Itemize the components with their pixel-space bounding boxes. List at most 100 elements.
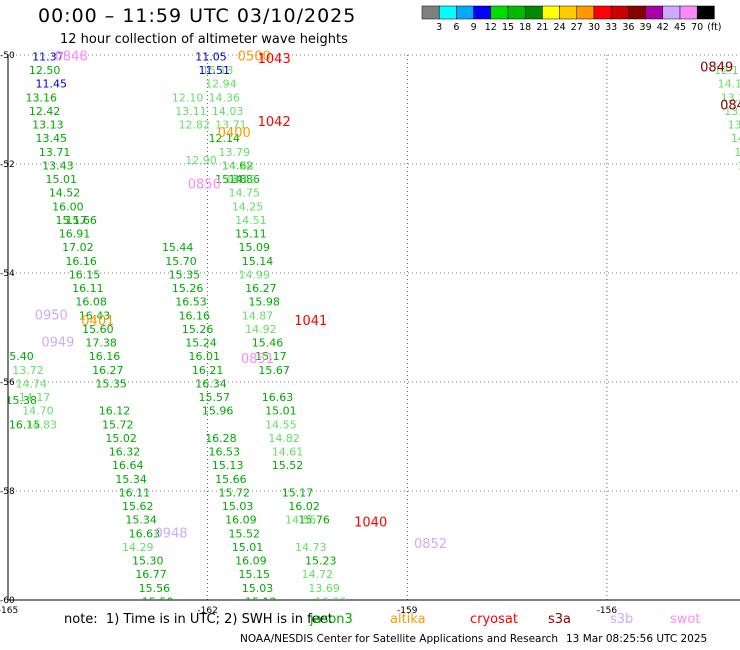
scale-swatch	[456, 5, 474, 20]
scale-swatch	[559, 5, 578, 20]
wave-height-label: 14.51	[235, 214, 267, 227]
wave-height-label: 15.26	[172, 282, 204, 295]
pass-time-marker: 0949	[41, 336, 74, 351]
wave-height-label: 16.16	[179, 309, 211, 322]
x-tick-label: -162	[197, 606, 217, 616]
legend-altika: altika	[390, 612, 426, 627]
wave-height-label: 12.42	[29, 105, 61, 118]
wave-height-label: 14.73	[295, 541, 327, 554]
wave-height-label: 15.35	[169, 268, 201, 281]
wave-height-label: 17.02	[62, 241, 94, 254]
scale-swatch	[524, 5, 543, 20]
wave-height-label: 14.87	[242, 309, 274, 322]
y-tick-label: -60	[0, 596, 15, 606]
wave-height-label: 14.25	[232, 200, 264, 213]
scale-tick-label: 24	[554, 22, 566, 33]
wave-height-label: 15.66	[65, 214, 97, 227]
wave-height-label: 14.72	[302, 568, 334, 581]
wave-height-label: 16.09	[235, 555, 267, 568]
wave-height-label: 15.17	[282, 486, 314, 499]
wave-height-label: 16.32	[109, 446, 141, 459]
wave-height-label: 15.34	[115, 473, 147, 486]
legend-s3b: s3b	[610, 612, 634, 627]
wave-height-label: 15.30	[132, 555, 164, 568]
wave-height-label: 15.01	[232, 541, 264, 554]
wave-height-label: 15.17	[255, 350, 287, 363]
scale-tick-label: 30	[588, 22, 600, 33]
wave-height-label: 16.63	[129, 527, 161, 540]
wave-height-label: 14.86	[228, 173, 260, 186]
scale-tick-label: 9	[471, 22, 477, 33]
pass-time-marker: 0848	[720, 99, 740, 114]
axis-ticks: -165-162-159-156-153-150-50-52-54-56-58-…	[0, 51, 617, 616]
wave-height-label: 15.40	[2, 350, 34, 363]
wave-height-label: 15.13	[202, 64, 234, 77]
scale-tick-label: 18	[519, 22, 531, 33]
wave-height-label: 14.70	[22, 405, 54, 418]
footer-note: note: 1) Time is in UTC; 2) SWH is in fe…	[64, 612, 333, 627]
wave-height-label: 14.99	[238, 268, 270, 281]
wave-height-label: 13.43	[42, 159, 74, 172]
pass-time-marker: 0400	[218, 126, 251, 141]
wave-height-label: 14.61	[272, 446, 304, 459]
credit-text: NOAA/NESDIS Center for Satellite Applica…	[240, 633, 558, 645]
wave-height-label: 13.28	[721, 91, 740, 104]
wave-height-label: 12.10	[172, 91, 204, 104]
wave-height-label: 15.96	[202, 405, 234, 418]
wave-height-label: 13.72	[12, 364, 44, 377]
wave-height-label: 15.34	[125, 514, 157, 527]
wave-height-label: 14.69	[225, 173, 257, 186]
wave-height-label: 14.17	[19, 391, 51, 404]
wave-height-label: 16.16	[89, 350, 121, 363]
wave-height-label: 13.69	[308, 582, 340, 595]
wave-height-label: 16.91	[59, 228, 91, 241]
wave-height-label: 15.17	[55, 214, 87, 227]
wave-height-label: 13.30	[728, 119, 740, 132]
wave-height-label: 14.28	[222, 159, 254, 172]
wave-height-label: 15.02	[105, 432, 137, 445]
legend-s3a: s3a	[548, 612, 572, 627]
wave-height-label: 12.50	[29, 64, 61, 77]
plot-content: 12.5013.1612.4213.1313.4513.7113.4315.01…	[2, 49, 740, 608]
y-tick-label: -50	[0, 51, 15, 61]
pass-time-marker: 0849	[700, 60, 733, 75]
pass-time-marker: 1043	[258, 52, 291, 67]
scale-tick-label: 45	[674, 22, 686, 33]
wave-height-label: 15.01	[45, 173, 77, 186]
wave-height-label: 13.01	[724, 105, 740, 118]
wave-height-label: 16.27	[92, 364, 124, 377]
y-tick-label: -56	[0, 378, 15, 388]
wave-height-label: 16.01	[738, 159, 740, 172]
scale-swatch	[662, 5, 681, 20]
wave-height-label: 16.01	[189, 350, 221, 363]
x-tick-label: -165	[0, 606, 18, 616]
wave-height-label: 15.38	[215, 173, 247, 186]
wave-height-label: 15.76	[298, 514, 330, 527]
wave-height-label: 16.11	[72, 282, 104, 295]
pass-time-marker: 0401	[81, 314, 114, 329]
wave-height-label: 15.59	[142, 595, 174, 608]
wave-height-label: 15.24	[185, 337, 217, 350]
wave-height-label: 15.70	[165, 255, 197, 268]
scale-swatch	[421, 5, 440, 20]
wave-height-label: 15.66	[215, 473, 247, 486]
wave-height-label: 14.92	[245, 323, 277, 336]
wave-height-label: 15.56	[139, 582, 171, 595]
scale-tick-label: 12	[485, 22, 497, 33]
scale-swatch	[576, 5, 595, 20]
wave-height-label: 15.35	[95, 377, 127, 390]
wave-height-label: 14.36	[209, 91, 241, 104]
y-tick-label: -58	[0, 487, 15, 497]
wave-height-label: 11.45	[36, 78, 68, 91]
legend-jason3: jason3	[310, 612, 353, 627]
wave-height-label: 15.57	[199, 391, 231, 404]
pass-time-marker: 0852	[414, 537, 447, 552]
wave-height-label: 14.83	[26, 418, 58, 431]
wave-height-label: 15.09	[238, 241, 270, 254]
scale-tick-label: 21	[536, 22, 548, 33]
wave-height-label: 16.43	[79, 309, 111, 322]
scale-swatch	[473, 5, 492, 20]
pass-time-marker: 0851	[241, 352, 274, 367]
wave-height-label: 15.11	[235, 228, 267, 241]
scale-swatch	[679, 5, 698, 20]
